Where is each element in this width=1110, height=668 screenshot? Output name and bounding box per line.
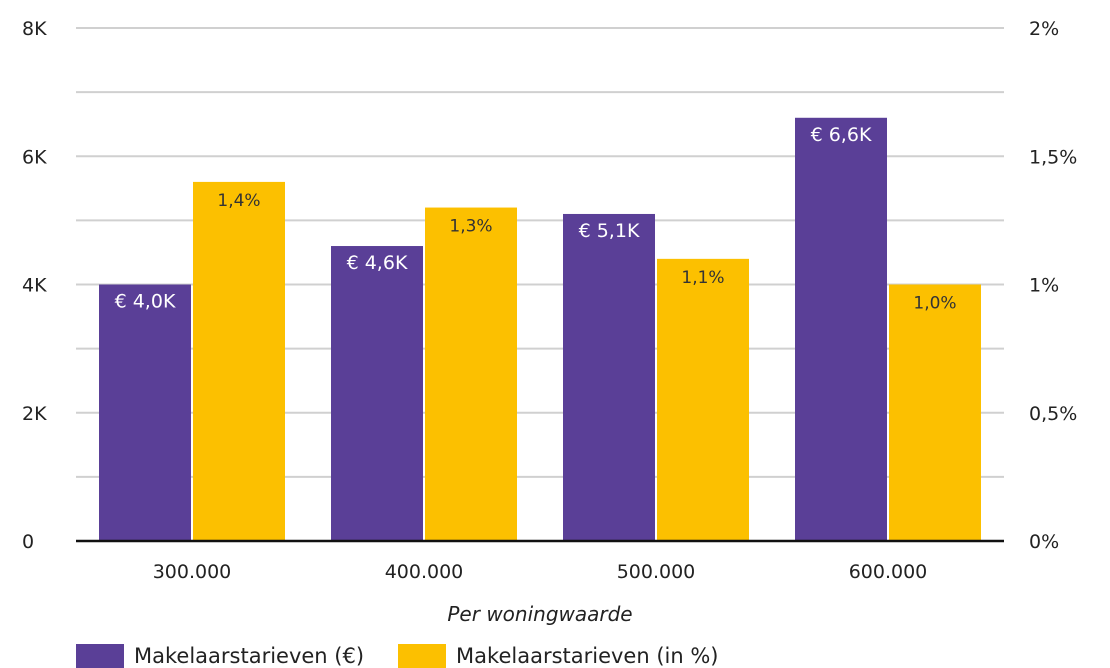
right-tick-label: 1% <box>1029 275 1059 297</box>
bar-euro <box>331 246 423 541</box>
right-axis-ticks: 0% 0,5% 1% 1,5% 2% <box>1029 18 1077 553</box>
bar-euro <box>563 213 655 541</box>
x-axis-title: Per woningwaarde <box>447 602 632 626</box>
bars <box>99 117 981 542</box>
bar-percent <box>889 284 981 541</box>
right-tick-label: 0% <box>1029 531 1059 553</box>
left-tick-label: 6K <box>22 146 47 168</box>
legend-swatch-euro <box>76 644 124 668</box>
right-tick-label: 0,5% <box>1029 403 1077 425</box>
left-tick-label: 2K <box>22 403 47 425</box>
left-tick-label: 8K <box>22 18 47 40</box>
right-tick-label: 2% <box>1029 18 1059 40</box>
data-label-percent: 1,1% <box>681 268 724 288</box>
left-tick-label: 0 <box>22 531 34 553</box>
data-label-percent: 1,4% <box>217 191 260 211</box>
data-label-percent: 1,3% <box>449 217 492 237</box>
left-axis-ticks: 0 2K 4K 6K 8K <box>22 18 47 553</box>
legend-label-euro: Makelaarstarieven (€) <box>134 644 365 668</box>
x-axis-ticks: 300.000 400.000 500.000 600.000 <box>153 561 928 583</box>
bar-percent <box>193 181 285 541</box>
right-tick-label: 1,5% <box>1029 146 1077 168</box>
data-label-percent: 1,0% <box>913 294 956 314</box>
data-label-euro: € 5,1K <box>579 220 640 242</box>
data-label-euro: € 6,6K <box>811 124 872 146</box>
legend-swatch-percent <box>398 644 447 668</box>
data-label-euro: € 4,0K <box>115 291 176 313</box>
data-label-euro: € 4,6K <box>347 252 408 274</box>
x-tick-label: 600.000 <box>849 561 928 583</box>
legend-item-percent: Makelaarstarieven (in %) <box>398 644 719 668</box>
legend-label-percent: Makelaarstarieven (in %) <box>456 644 719 668</box>
bar-euro <box>795 117 887 542</box>
legend-item-euro: Makelaarstarieven (€) <box>76 644 364 668</box>
left-tick-label: 4K <box>22 275 47 297</box>
bar-percent <box>425 207 517 542</box>
data-labels: € 4,0K 1,4% € 4,6K 1,3% € 5,1K 1,1% € 6,6K 1,0% <box>115 124 957 314</box>
x-tick-label: 300.000 <box>153 561 232 583</box>
x-tick-label: 400.000 <box>385 561 464 583</box>
legend: Makelaarstarieven (€) Makelaarstarieven … <box>76 644 753 668</box>
bar-percent <box>657 258 749 541</box>
x-tick-label: 500.000 <box>617 561 696 583</box>
bar-euro <box>99 284 191 541</box>
